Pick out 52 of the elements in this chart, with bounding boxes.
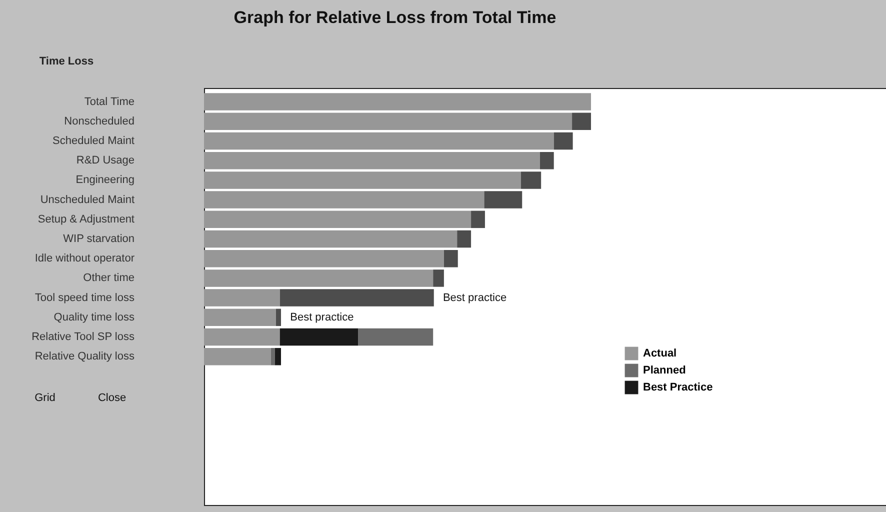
bar — [204, 348, 271, 366]
y-tick-label: Scheduled Maint — [52, 135, 134, 147]
bar — [204, 289, 280, 306]
bar — [276, 308, 282, 326]
y-tick-label: Idle without operator — [34, 252, 135, 265]
legend-label: Planned — [643, 364, 686, 376]
y-tick-label: Unscheduled Maint — [40, 194, 134, 206]
bar — [204, 191, 484, 208]
legend-label: Best Practice — [643, 382, 713, 394]
bar — [270, 348, 275, 366]
bar — [471, 210, 485, 228]
bar — [520, 172, 542, 189]
y-tick-label: Tool speed time loss — [34, 292, 135, 304]
y-tick-label: Quality time loss — [54, 311, 135, 324]
bar — [554, 132, 573, 150]
y-axis-title: Time Loss — [39, 56, 94, 68]
y-tick-label: Total Time — [84, 96, 134, 108]
bar — [204, 230, 458, 248]
bar — [280, 328, 358, 346]
bar — [204, 132, 554, 150]
bar — [540, 152, 554, 170]
bar — [274, 348, 282, 366]
bar — [572, 112, 591, 130]
bar — [280, 289, 434, 306]
annotation: Best practice — [290, 311, 354, 324]
y-tick-label: R&D Usage — [76, 154, 134, 167]
bar — [484, 191, 522, 208]
y-tick-label: Other time — [83, 272, 134, 284]
bar — [204, 93, 591, 110]
bar — [204, 250, 444, 268]
bar — [358, 328, 434, 346]
y-tick-label: Setup & Adjustment — [38, 213, 134, 226]
y-tick-label: Relative Tool SP loss — [32, 331, 135, 343]
annotation: Best practice — [442, 292, 507, 304]
bar — [204, 270, 434, 287]
bar — [433, 270, 444, 287]
text: Close — [98, 392, 126, 404]
legend-label: Actual — [643, 348, 677, 360]
y-tick-label: Nonscheduled — [64, 115, 134, 128]
y-tick-label: Relative Quality loss — [34, 350, 135, 363]
bar — [204, 328, 280, 346]
bar — [444, 250, 458, 268]
bar — [204, 210, 472, 228]
y-tick-label: Engineering — [76, 174, 134, 186]
chart-title: Graph for Relative Loss from Total Time — [234, 8, 556, 27]
bar — [204, 152, 540, 170]
bar — [204, 308, 276, 326]
bar — [457, 230, 472, 248]
text: Grid — [34, 392, 56, 404]
y-tick-label: WIP starvation — [63, 233, 134, 245]
bar — [204, 112, 572, 130]
bar — [204, 172, 521, 189]
